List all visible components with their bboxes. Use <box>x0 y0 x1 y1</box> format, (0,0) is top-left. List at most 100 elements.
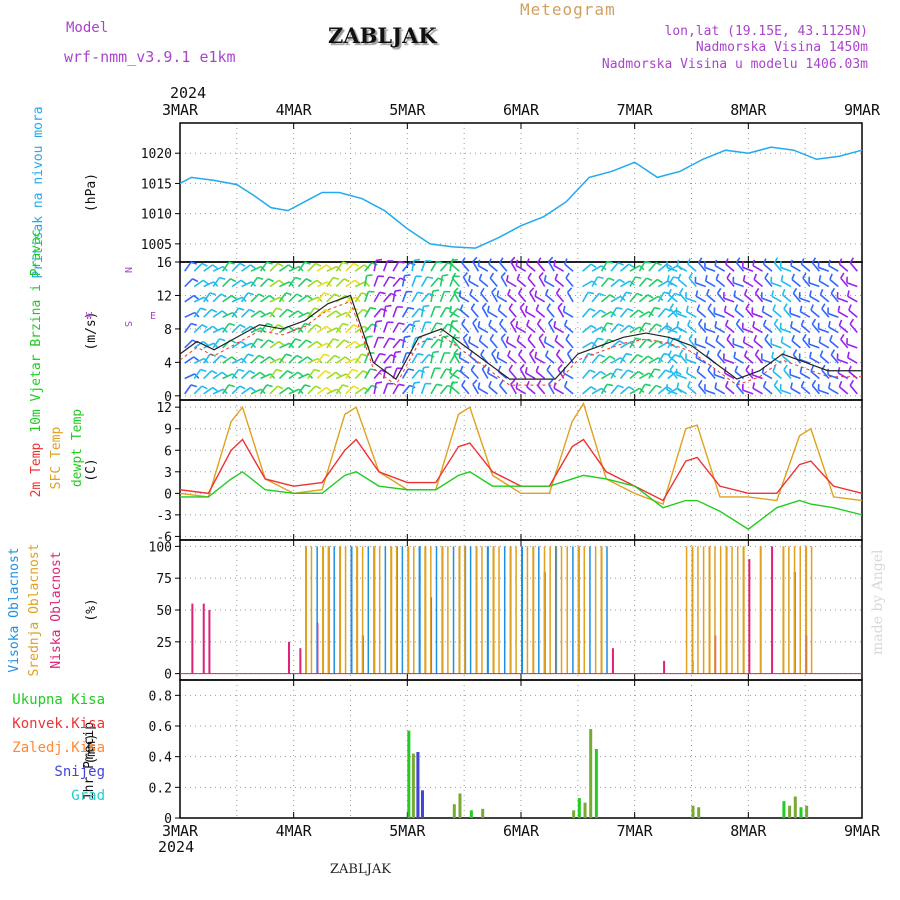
cloud-bar <box>788 546 790 674</box>
wind-barb-flag <box>780 274 784 282</box>
wind-barb-flag <box>781 288 786 296</box>
wind-barb <box>716 292 726 303</box>
wind-barb-flag <box>297 371 304 377</box>
wind-barb <box>231 296 243 303</box>
legend-item: Konvek.Kisa <box>12 716 105 732</box>
wind-barb-flag <box>587 291 595 295</box>
wind-barb <box>638 355 649 364</box>
wind-barb-flag <box>726 333 731 340</box>
wind-barb-flag <box>472 318 478 324</box>
wind-barb <box>830 354 839 364</box>
wind-barb-flag <box>432 289 439 292</box>
precip-bar <box>594 749 598 818</box>
wind-barb-flag <box>625 291 632 295</box>
wind-barb <box>688 338 697 349</box>
wind-barb <box>477 326 489 334</box>
wind-barb <box>326 338 334 349</box>
wind-barb <box>638 294 649 303</box>
wind-barb-flag <box>248 370 256 375</box>
wind-barb <box>269 369 277 379</box>
wind-barb <box>411 321 415 333</box>
wind-barb <box>764 338 773 349</box>
wind-barb-flag <box>802 333 807 340</box>
wind-gust-line <box>179 300 862 386</box>
cloud-bar <box>413 546 415 674</box>
cloud-bar <box>697 546 699 674</box>
wind-barb <box>288 388 300 395</box>
wind-barb-flag <box>278 340 285 346</box>
wind-barb-flag <box>764 272 769 279</box>
wind-barb <box>260 356 270 364</box>
wind-barb-flag <box>647 355 654 360</box>
cloud-bar <box>361 546 364 674</box>
wind-barb-flag <box>546 303 551 310</box>
wind-barb <box>439 262 449 272</box>
wind-barb <box>714 326 726 334</box>
y-tick-label: 4 <box>164 356 172 371</box>
wind-barb <box>373 291 381 303</box>
wind-barb <box>762 372 773 380</box>
wind-barb-flag <box>735 257 741 264</box>
wind-barb <box>780 328 792 334</box>
wind-barb <box>591 292 600 303</box>
cloud-bar <box>577 546 580 674</box>
precip-bar <box>805 805 809 818</box>
wind-barb <box>453 353 461 364</box>
wind-barb <box>676 387 688 395</box>
wind-barb <box>667 370 677 380</box>
wind-barb <box>799 297 811 303</box>
wind-barb <box>297 278 307 288</box>
wind-barb <box>770 282 782 288</box>
location-title: ZABLJAK <box>328 23 437 48</box>
wind-barb-flag <box>618 340 625 345</box>
wind-barb <box>221 261 230 272</box>
cloud-bar <box>560 546 563 674</box>
wind-barb-flag <box>809 351 812 358</box>
wind-barb <box>411 260 415 272</box>
wind-barb <box>516 278 527 288</box>
wind-barb-flag <box>726 272 731 279</box>
wind-barb <box>546 308 555 318</box>
wind-barb <box>487 311 498 318</box>
wind-barb <box>241 342 252 349</box>
wind-barb <box>781 280 792 288</box>
wind-barb <box>745 308 754 318</box>
wind-barb <box>553 387 565 395</box>
wind-barb-flag <box>394 289 402 292</box>
wind-barb-flag <box>734 304 739 311</box>
y-tick-label: 100 <box>149 540 172 555</box>
wind-barb-flag <box>810 304 814 311</box>
wind-barb <box>392 261 400 272</box>
y-tick-label: 6 <box>164 444 172 459</box>
wind-barb <box>535 309 546 318</box>
cloud-bar <box>356 546 358 674</box>
wind-barb <box>472 261 480 272</box>
wind-barb <box>668 294 678 303</box>
wind-barb <box>269 385 279 395</box>
wind-barb <box>811 384 820 395</box>
wind-barb-flag <box>286 308 293 313</box>
meteogram-title: Meteogram <box>520 0 616 19</box>
precip-bar <box>589 729 593 818</box>
wind-barb <box>667 326 678 334</box>
wind-barb <box>193 369 202 379</box>
wind-barb-flag <box>500 333 506 339</box>
wind-barb-flag <box>590 386 597 391</box>
wind-barb-flag <box>762 380 767 388</box>
wind-barb <box>193 262 203 272</box>
wind-barb <box>364 307 371 318</box>
wind-barb <box>203 281 214 288</box>
wind-barb <box>565 338 574 349</box>
wind-barb <box>335 261 344 272</box>
cloud-bar <box>327 546 330 674</box>
wind-barb <box>307 369 315 379</box>
wind-barb-flag <box>413 258 421 262</box>
wind-barb-flag <box>228 322 235 327</box>
wind-barb-flag <box>716 287 722 294</box>
wind-barb <box>373 369 382 380</box>
wind-barb <box>706 294 716 303</box>
wind-barb <box>307 385 317 395</box>
wind-barb-flag <box>266 384 273 388</box>
wind-barb <box>811 262 820 272</box>
wind-barb <box>231 307 240 318</box>
